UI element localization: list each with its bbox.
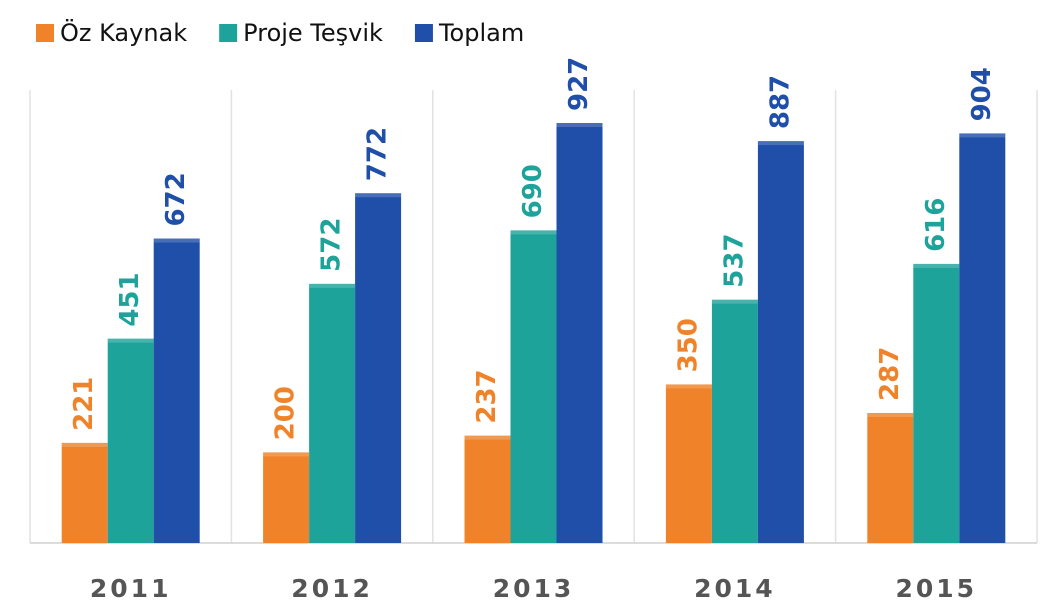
data-label: 537 <box>719 233 749 287</box>
data-label: 287 <box>875 347 905 401</box>
data-label: 904 <box>967 67 997 121</box>
bar <box>61 442 108 543</box>
bar <box>757 141 804 543</box>
bar-cap <box>355 193 402 198</box>
x-tick-label: 2015 <box>896 574 978 603</box>
bar-cap <box>711 299 758 304</box>
bar-cap <box>263 452 310 457</box>
data-label: 887 <box>765 75 795 129</box>
data-label: 350 <box>673 318 703 372</box>
bar <box>263 452 310 543</box>
bar-cap <box>959 133 1006 138</box>
bar <box>959 133 1006 543</box>
x-tick-label: 2011 <box>90 574 172 603</box>
data-label: 616 <box>921 198 951 252</box>
bar-cap <box>510 230 557 235</box>
bar-cap <box>464 435 511 440</box>
bar <box>464 435 511 543</box>
bar-cap <box>61 442 108 447</box>
x-tick-label: 2013 <box>493 574 575 603</box>
data-label: 221 <box>69 377 99 431</box>
bar <box>665 384 712 543</box>
bar <box>556 123 603 543</box>
data-label: 927 <box>564 57 594 111</box>
data-label: 237 <box>472 369 502 423</box>
bar-cap <box>153 238 200 243</box>
bar <box>153 238 200 543</box>
data-label: 451 <box>115 272 145 326</box>
legend-label: Öz Kaynak <box>60 18 187 47</box>
bar-cap <box>107 338 154 343</box>
legend-swatch <box>414 24 433 42</box>
bar-cap <box>556 123 603 127</box>
bar-cap <box>757 141 804 146</box>
bar <box>510 230 557 543</box>
data-label: 672 <box>161 172 191 226</box>
data-label: 572 <box>317 218 347 272</box>
data-label: 772 <box>363 127 393 181</box>
legend-label: Proje Teşvik <box>243 19 383 47</box>
bar <box>309 283 356 543</box>
data-label: 200 <box>271 386 301 440</box>
bar <box>711 299 758 543</box>
bar <box>355 193 402 543</box>
legend-swatch <box>36 24 54 42</box>
bar-cap <box>309 283 356 288</box>
data-label: 690 <box>518 164 548 218</box>
x-tick-label: 2012 <box>291 574 373 603</box>
bar <box>107 338 154 543</box>
bar-cap <box>913 263 960 268</box>
bar <box>913 263 960 543</box>
bar-cap <box>867 412 914 417</box>
legend-swatch <box>219 24 238 42</box>
legend-label: Toplam <box>438 19 524 47</box>
x-tick-label: 2014 <box>694 574 776 603</box>
bar-cap <box>665 384 712 389</box>
bar <box>867 412 914 543</box>
